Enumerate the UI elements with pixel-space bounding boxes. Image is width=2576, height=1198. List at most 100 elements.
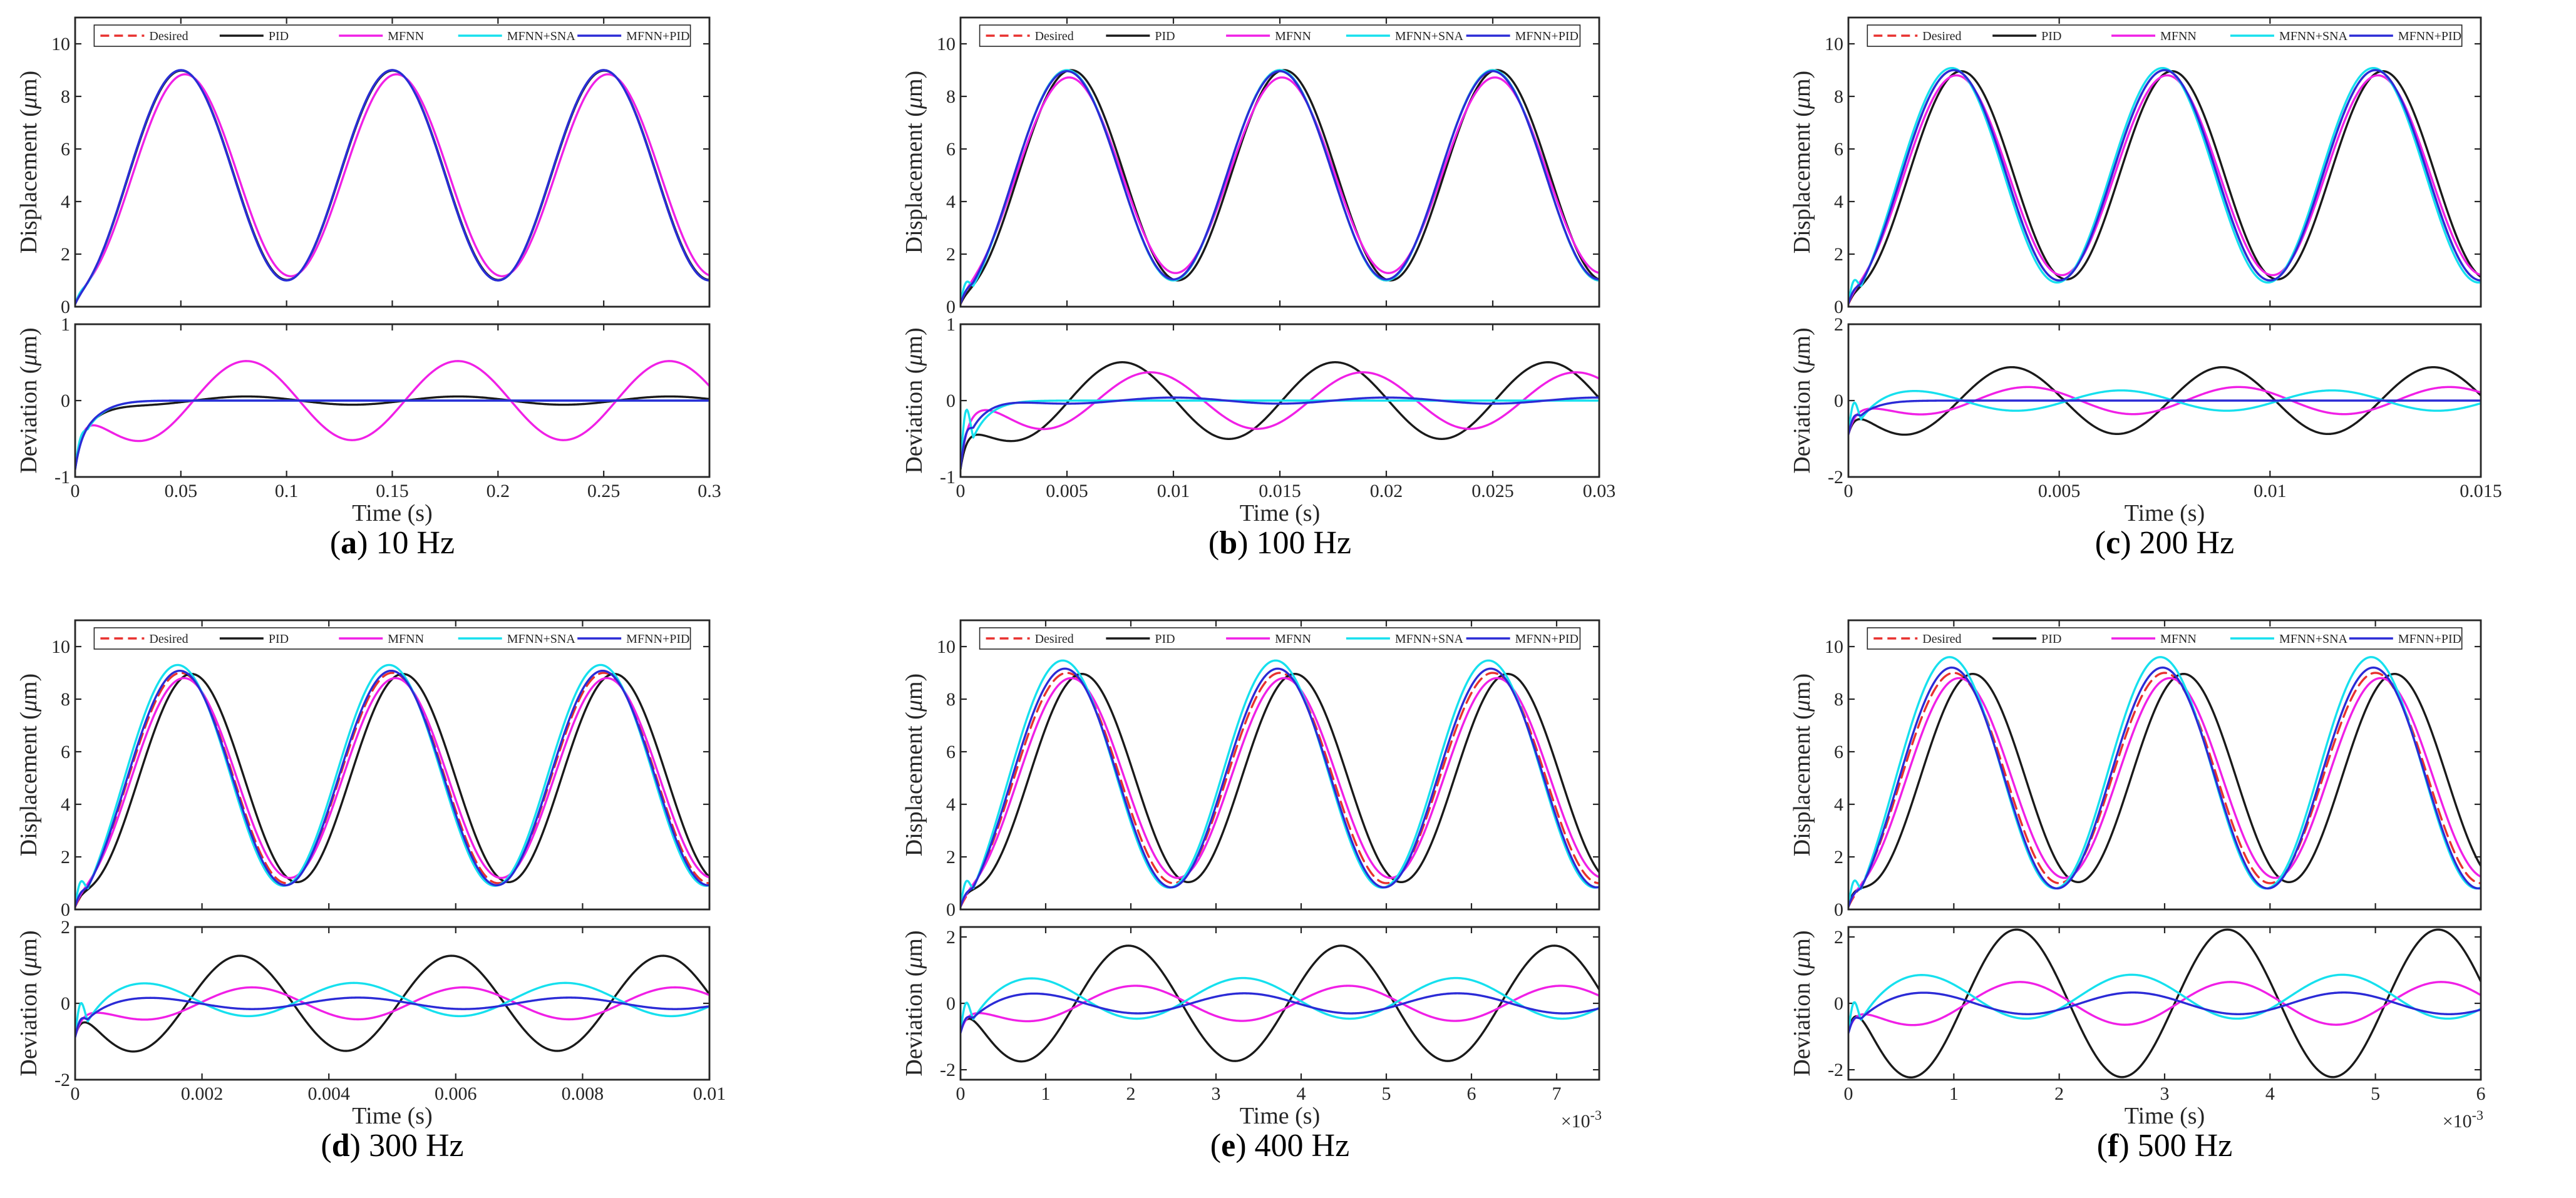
bottom-series-group — [1848, 928, 2481, 1079]
top-axes-frame — [1847, 16, 2482, 308]
top-axes-border — [1847, 16, 2482, 308]
legend-label: MFNN — [1275, 29, 1311, 43]
top-ylabel-unit: μ — [901, 97, 927, 110]
bottom-series-mfnn-plus-sna — [75, 981, 709, 1037]
legend-label: MFNN+PID — [1515, 632, 1579, 646]
top-ylabel-unit: μ — [901, 700, 927, 712]
bottom-ytick-label: -2 — [54, 1070, 70, 1090]
xtick-label: 0.004 — [307, 1083, 350, 1104]
top-ylabel-prefix: Displacement ( — [1789, 109, 1815, 253]
caption-open-paren: ( — [1208, 525, 1219, 561]
top-ylabel-prefix: Displacement ( — [16, 109, 42, 253]
xtick-label: 0.005 — [1046, 481, 1088, 501]
xtick-label: 0.01 — [1157, 481, 1190, 501]
xlabel: Time (s) — [2125, 500, 2205, 526]
bottom-ylabel: Deviation (μm) — [901, 930, 927, 1076]
bottom-ylabel: Deviation (μm) — [1789, 327, 1815, 473]
legend-label: Desired — [1035, 29, 1074, 43]
caption: (f) 500 Hz — [2097, 1128, 2233, 1164]
bottom-ytick-label: 1 — [61, 314, 70, 335]
bottom-series-mfnn-plus-pid — [961, 396, 1599, 469]
top-series-mfnn-plus-sna — [961, 659, 1599, 906]
xtick-label: 0.1 — [275, 481, 299, 501]
top-axes-border — [74, 619, 711, 911]
bottom-ylabel-unit: μ — [1789, 354, 1815, 367]
top-ytick-label: 0 — [946, 899, 956, 920]
caption: (c) 200 Hz — [2095, 525, 2234, 561]
bottom-ytick-label: -2 — [1828, 1060, 1843, 1080]
top-ylabel-prefix: Displacement ( — [901, 109, 927, 253]
x-exponent: ×10-3 — [2443, 1107, 2483, 1132]
bottom-ytick-label: 0 — [61, 993, 70, 1014]
xlabel: Time (s) — [1240, 500, 1320, 526]
legend-label: MFNN+PID — [2398, 29, 2461, 43]
top-ytick-label: 0 — [946, 297, 956, 317]
x-exponent-base: ×10 — [2443, 1111, 2472, 1132]
legend-label: MFNN+SNA — [507, 29, 576, 43]
legend-label: Desired — [1922, 29, 1961, 43]
top-ylabel: Displacement (μm) — [1789, 71, 1815, 253]
bottom-ytick-label: 0 — [1834, 993, 1843, 1014]
bottom-series-mfnn — [75, 360, 709, 469]
bottom-ytick-label: 2 — [1834, 314, 1843, 335]
xtick-label: 2 — [1126, 1083, 1136, 1104]
xtick-label: 2 — [2054, 1083, 2064, 1104]
top-axes-border — [959, 619, 1600, 911]
xtick-label: 0.015 — [2460, 481, 2502, 501]
bottom-ytick-label: 1 — [946, 314, 956, 335]
top-axes-border — [959, 16, 1600, 308]
top-ytick-label: 6 — [61, 139, 70, 160]
caption-letter: b — [1219, 525, 1237, 561]
top-ytick-label: 2 — [61, 847, 70, 868]
bottom-ylabel: Deviation (μm) — [16, 930, 42, 1076]
bottom-series-mfnn-plus-sna — [1848, 973, 2481, 1032]
bottom-ylabel-suffix: m) — [1789, 930, 1815, 956]
top-ytick-label: 6 — [61, 742, 70, 762]
top-ytick-label: 10 — [51, 34, 70, 54]
top-axes-border — [74, 16, 711, 308]
xlabel: Time (s) — [1240, 1103, 1320, 1129]
caption-open-paren: ( — [2095, 525, 2106, 561]
xtick-label: 0 — [71, 481, 80, 501]
legend-label: Desired — [149, 632, 188, 646]
bottom-axes-border — [1847, 926, 2482, 1081]
top-ylabel-prefix: Displacement ( — [1789, 712, 1815, 856]
top-ylabel-suffix: m) — [901, 673, 927, 700]
top-axes-frame — [1847, 619, 2482, 911]
bottom-ylabel-prefix: Deviation ( — [901, 366, 927, 474]
caption-close-paren: ) — [2118, 1128, 2129, 1164]
xtick-label: 0.2 — [487, 481, 510, 501]
x-exponent-power: -3 — [1590, 1107, 1602, 1123]
xtick-label: 1 — [1041, 1083, 1051, 1104]
xtick-label: 0.03 — [1583, 481, 1616, 501]
bottom-axes-frame — [959, 926, 1600, 1081]
legend-label: MFNN+SNA — [2279, 29, 2348, 43]
xlabel: Time (s) — [2125, 1103, 2205, 1129]
top-ylabel-suffix: m) — [901, 71, 927, 97]
xtick-label: 5 — [2371, 1083, 2380, 1104]
bottom-series-pid — [961, 945, 1599, 1063]
xtick-label: 3 — [2160, 1083, 2170, 1104]
top-series-mfnn — [75, 677, 709, 908]
caption-text: 100 Hz — [1248, 525, 1351, 561]
top-ytick-label: 0 — [1834, 297, 1843, 317]
bottom-series-mfnn-plus-pid — [961, 992, 1599, 1034]
xtick-label: 0.01 — [693, 1083, 726, 1104]
bottom-ytick-label: 0 — [946, 993, 956, 1014]
bottom-ylabel-prefix: Deviation ( — [1789, 969, 1815, 1077]
legend-label: PID — [269, 632, 289, 646]
top-ytick-label: 2 — [946, 244, 956, 265]
top-ytick-label: 10 — [1825, 637, 1843, 657]
caption-close-paren: ) — [1237, 525, 1248, 561]
bottom-series-mfnn-plus-sna — [961, 399, 1599, 466]
caption-letter: c — [2106, 525, 2120, 561]
bottom-ylabel-unit: μ — [901, 957, 927, 970]
caption-open-paren: ( — [1210, 1128, 1221, 1164]
bottom-ylabel: Deviation (μm) — [1789, 930, 1815, 1076]
bottom-series-pid — [1848, 928, 2481, 1079]
caption-close-paren: ) — [2120, 525, 2131, 561]
caption-open-paren: ( — [2097, 1128, 2108, 1164]
xtick-label: 0.002 — [181, 1083, 224, 1104]
